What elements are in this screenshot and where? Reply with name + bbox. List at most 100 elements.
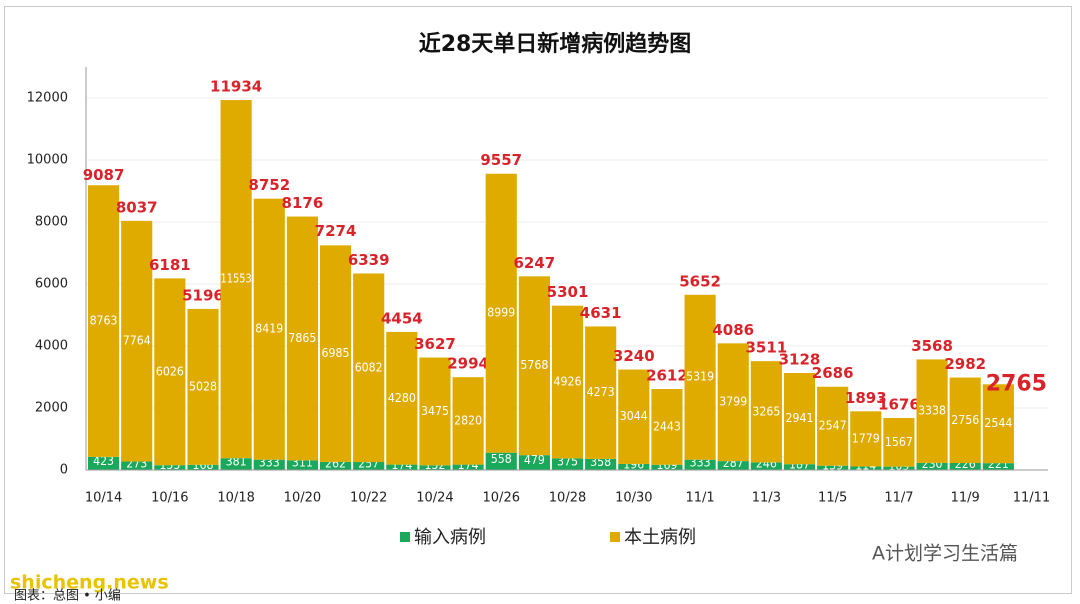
value-label: 4273 xyxy=(587,385,615,399)
bar-segment xyxy=(551,458,584,470)
value-label: 3044 xyxy=(620,409,648,423)
bar-segment xyxy=(916,359,948,463)
value-label: 3265 xyxy=(752,404,780,418)
bar-segment xyxy=(154,278,186,466)
total-label: 9557 xyxy=(480,151,522,169)
value-label: 6985 xyxy=(322,346,350,360)
bar-segment xyxy=(949,377,981,463)
total-label: 2994 xyxy=(447,355,489,373)
bar-segment xyxy=(452,377,484,465)
total-label: 3627 xyxy=(414,335,456,353)
bar-segment xyxy=(618,369,650,464)
bar-segment xyxy=(850,466,882,470)
x-tick-label: 10/30 xyxy=(615,491,652,506)
y-tick-label: 10000 xyxy=(27,153,68,168)
bar-segment xyxy=(452,464,484,470)
value-label: 5319 xyxy=(686,370,714,384)
bar-segment xyxy=(187,308,219,465)
bar-segment xyxy=(982,384,1014,464)
bar-segment xyxy=(353,462,385,470)
value-label: 4926 xyxy=(554,375,582,389)
x-tick-label: 11/9 xyxy=(951,491,980,506)
legend-swatch xyxy=(610,532,620,542)
y-tick-label: 12000 xyxy=(27,91,68,106)
x-tick-label: 10/26 xyxy=(483,491,520,506)
value-label: 2547 xyxy=(819,419,847,433)
bar-segment xyxy=(883,466,915,470)
total-label: 2612 xyxy=(646,367,688,385)
bar-segment xyxy=(485,173,517,453)
bar-segment xyxy=(717,461,749,470)
bar-segment xyxy=(651,389,683,465)
total-label: 4086 xyxy=(712,321,754,339)
y-tick-label: 6000 xyxy=(35,277,68,292)
bar-segment xyxy=(949,462,981,470)
x-tick-label: 11/3 xyxy=(752,491,781,506)
value-label: 6082 xyxy=(355,360,383,374)
value-label: 2544 xyxy=(984,416,1012,430)
bar-segment xyxy=(817,386,849,466)
bar-segment xyxy=(717,343,749,462)
total-label: 3511 xyxy=(745,339,787,357)
bar-segment xyxy=(585,326,617,459)
bar-segment xyxy=(783,373,816,465)
total-label: 4631 xyxy=(580,304,622,322)
value-label: 5028 xyxy=(189,379,217,393)
frame xyxy=(4,6,1072,594)
bar-segment xyxy=(551,305,584,459)
value-label: 423 xyxy=(93,454,114,468)
bar-segment xyxy=(121,220,153,462)
x-tick-label: 11/7 xyxy=(884,491,913,506)
x-tick-label: 11/11 xyxy=(1013,491,1050,506)
value-label: 558 xyxy=(491,452,512,466)
x-tick-label: 11/5 xyxy=(818,491,847,506)
value-label: 7865 xyxy=(288,331,316,345)
bar-segment xyxy=(982,463,1014,470)
bar-segment xyxy=(419,465,451,470)
bar-segment xyxy=(386,464,418,470)
total-label: 6181 xyxy=(149,256,191,274)
total-label: 9087 xyxy=(83,166,125,184)
bar-segment xyxy=(386,331,418,465)
legend-swatch xyxy=(400,532,410,542)
total-label: 2686 xyxy=(812,364,854,382)
bar-segment xyxy=(88,185,120,457)
value-label: 7764 xyxy=(123,334,151,348)
bar-segment xyxy=(883,418,915,467)
total-label: 3128 xyxy=(779,351,821,369)
bar-segment xyxy=(783,464,816,470)
bar-segment xyxy=(220,100,252,459)
y-tick-label: 0 xyxy=(60,463,68,478)
value-label: 2443 xyxy=(653,419,681,433)
total-label: 3240 xyxy=(613,347,655,365)
value-label: 2820 xyxy=(454,413,482,427)
bar-segment xyxy=(286,216,318,461)
x-tick-label: 10/16 xyxy=(151,491,188,506)
total-label: 4454 xyxy=(381,309,423,327)
watermark: A计划学习生活篇 xyxy=(872,543,1018,565)
x-tick-label: 10/14 xyxy=(85,491,122,506)
credit: 图表：总图 • 小编 xyxy=(14,589,121,604)
x-tick-label: 10/22 xyxy=(350,491,387,506)
value-label: 479 xyxy=(524,453,545,467)
total-label: 2982 xyxy=(944,355,986,373)
y-tick-label: 2000 xyxy=(35,401,68,416)
value-label: 1567 xyxy=(885,435,913,449)
total-label: 6247 xyxy=(514,254,556,272)
value-label: 11553 xyxy=(221,272,252,286)
total-label: 8037 xyxy=(116,198,158,216)
y-tick-label: 8000 xyxy=(35,215,68,230)
x-tick-label: 10/24 xyxy=(416,491,453,506)
bar-segment xyxy=(485,452,517,470)
value-label: 4280 xyxy=(388,391,416,405)
bar-segment xyxy=(684,459,716,470)
x-tick-label: 10/18 xyxy=(217,491,254,506)
total-label: 7274 xyxy=(315,222,357,240)
bar-segment xyxy=(286,460,318,470)
value-label: 3338 xyxy=(918,404,946,418)
total-label: 11934 xyxy=(210,78,262,96)
total-label: 8752 xyxy=(248,176,290,194)
chart-title: 近28天单日新增病例趋势图 xyxy=(419,31,692,57)
bar-segment xyxy=(154,465,186,470)
